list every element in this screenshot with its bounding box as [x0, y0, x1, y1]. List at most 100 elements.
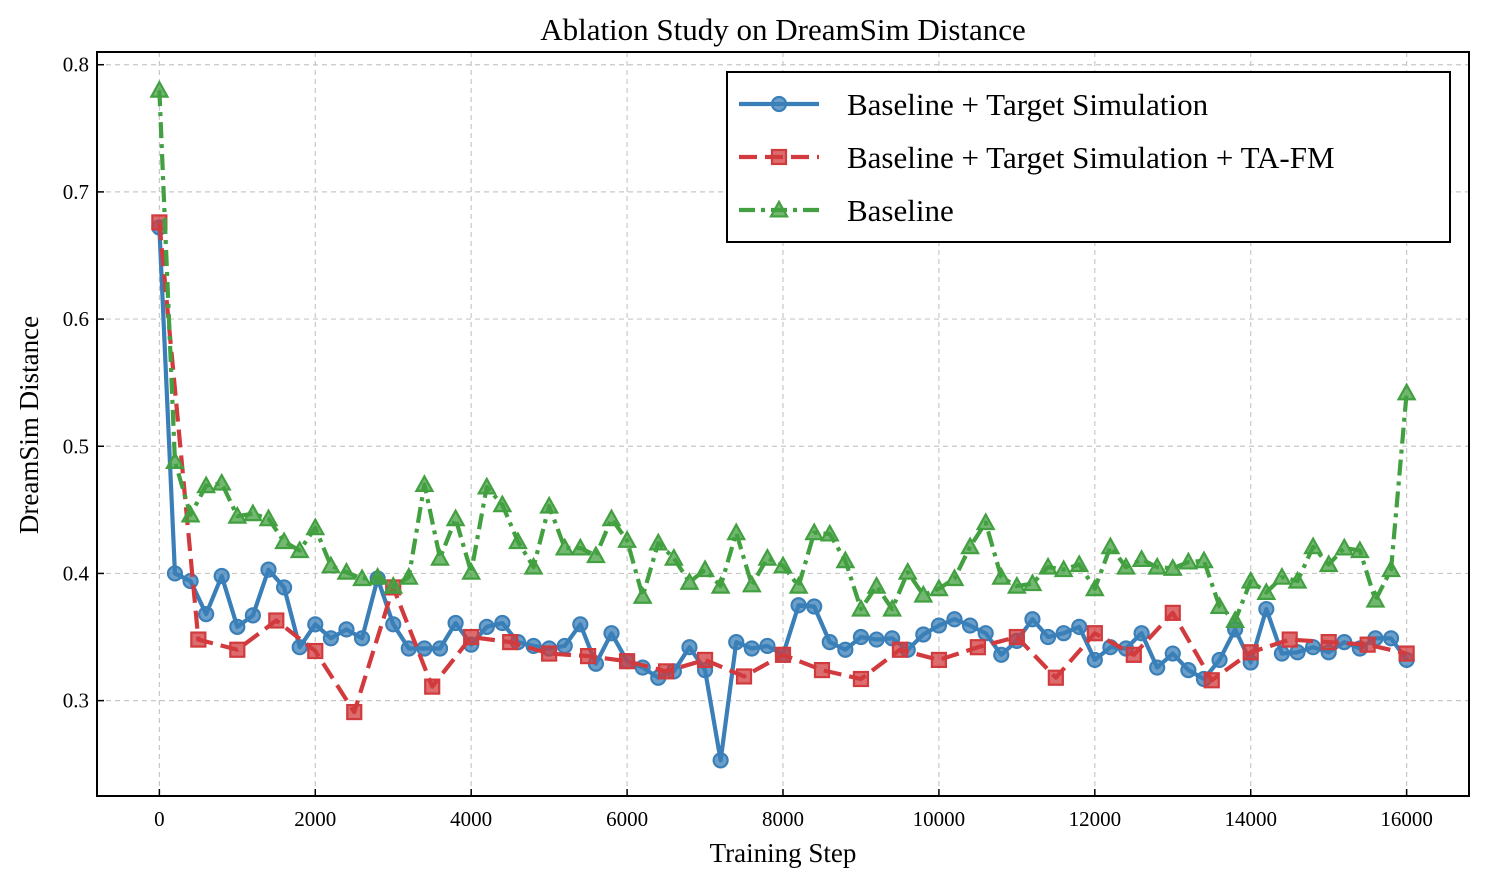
data-point — [743, 640, 760, 657]
data-point — [229, 641, 246, 658]
data-point — [367, 566, 388, 585]
x-axis-label: Training Step — [710, 838, 857, 868]
data-point — [1125, 646, 1142, 663]
y-axis-label: DreamSim Distance — [14, 316, 44, 534]
data-point — [710, 575, 731, 594]
data-point — [852, 628, 870, 646]
data-point — [712, 752, 729, 769]
data-point — [338, 621, 355, 638]
data-point — [891, 641, 909, 658]
data-point — [648, 532, 669, 551]
data-point — [1273, 645, 1291, 662]
data-point — [1149, 659, 1166, 676]
data-point — [430, 547, 450, 566]
x-tick-label: 8000 — [762, 807, 804, 831]
data-point — [336, 561, 357, 580]
data-point — [305, 517, 326, 536]
data-point — [229, 618, 246, 635]
data-point — [353, 630, 371, 647]
data-point — [1053, 559, 1074, 578]
data-point — [695, 559, 715, 578]
data-point — [601, 508, 622, 527]
data-point — [1287, 570, 1308, 589]
data-point — [211, 472, 232, 491]
data-point — [322, 630, 339, 647]
data-point — [1047, 669, 1064, 686]
data-point — [866, 575, 887, 594]
data-point — [227, 505, 248, 524]
data-point — [1256, 582, 1277, 601]
data-point — [1022, 573, 1043, 592]
x-tick-label: 16000 — [1380, 807, 1433, 831]
data-point — [913, 584, 934, 603]
data-point — [1006, 575, 1027, 594]
data-point — [554, 537, 575, 556]
data-point — [1211, 651, 1228, 669]
data-point — [414, 474, 435, 492]
axes: 0 2000 4000 6000 8000 10000 12000 14000 16000 0.3… — [63, 51, 1470, 831]
data-point — [352, 568, 372, 587]
data-point — [993, 646, 1010, 663]
data-point — [852, 670, 870, 688]
data-point — [961, 617, 979, 634]
data-point — [969, 639, 986, 656]
data-point — [320, 555, 341, 574]
series-layer — [149, 79, 1417, 769]
data-point — [244, 607, 262, 624]
data-point — [1303, 536, 1324, 555]
data-point — [445, 508, 466, 527]
data-point — [258, 508, 279, 527]
data-point — [1334, 537, 1355, 556]
data-point — [180, 504, 201, 523]
data-point — [213, 567, 230, 585]
data-point — [960, 536, 981, 555]
data-point — [1382, 630, 1400, 647]
data-point — [773, 555, 793, 574]
data-point — [1100, 536, 1121, 555]
data-point — [198, 606, 215, 623]
data-point — [1164, 645, 1181, 662]
legend-label: Baseline + Target Simulation + TA-FM — [847, 140, 1335, 175]
x-tick-label: 0 — [154, 807, 165, 831]
data-point — [572, 616, 589, 633]
legend-marker — [770, 95, 788, 113]
data-point — [400, 640, 417, 657]
data-point — [837, 641, 854, 658]
data-point — [1365, 589, 1386, 608]
data-point — [1258, 600, 1275, 618]
x-tick-label: 6000 — [606, 807, 648, 831]
y-tick-label: 0.6 — [63, 307, 89, 331]
data-point — [975, 512, 996, 531]
data-point — [463, 628, 480, 646]
data-point — [1133, 625, 1150, 642]
legend-box — [726, 71, 1451, 243]
data-point — [476, 476, 497, 495]
data-point — [882, 598, 903, 617]
data-point — [804, 522, 825, 541]
data-point — [190, 631, 207, 648]
data-point — [149, 79, 170, 98]
data-point — [617, 530, 638, 548]
y-tick-label: 0.3 — [63, 689, 89, 713]
data-point — [696, 651, 714, 669]
data-point — [806, 598, 823, 615]
data-point — [663, 547, 684, 566]
data-point — [1320, 634, 1337, 651]
data-point — [398, 566, 419, 585]
data-point — [757, 547, 778, 566]
data-point — [774, 646, 792, 663]
data-point — [424, 678, 441, 695]
data-point — [346, 703, 363, 721]
data-point — [991, 566, 1012, 585]
data-point — [585, 545, 606, 564]
data-point — [819, 523, 840, 542]
data-point — [1071, 618, 1088, 635]
data-point — [928, 578, 949, 597]
data-point — [307, 616, 324, 633]
data-point — [1359, 636, 1376, 653]
data-point — [977, 625, 994, 642]
legend-label: Baseline — [847, 193, 954, 228]
data-point — [508, 531, 528, 550]
data-point — [580, 648, 597, 665]
